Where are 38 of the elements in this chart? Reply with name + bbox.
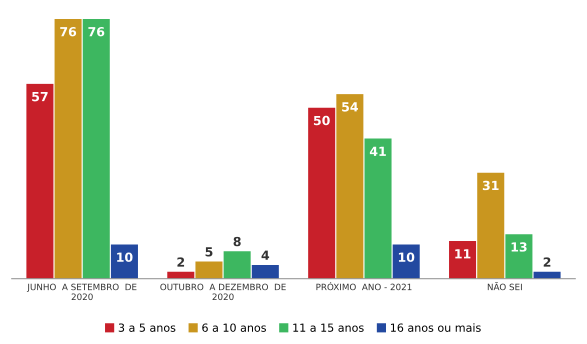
legend-label: 16 anos ou mais <box>390 323 481 332</box>
bar <box>195 262 222 279</box>
bar <box>336 94 364 279</box>
legend-label: 3 a 5 anos <box>118 323 176 332</box>
bar <box>477 172 504 279</box>
data-label: 10 <box>398 252 414 262</box>
bar <box>505 234 532 279</box>
bar <box>224 251 251 279</box>
bar <box>392 244 420 279</box>
data-label: 31 <box>482 180 499 190</box>
data-label: 76 <box>60 26 76 36</box>
bar <box>26 84 54 279</box>
legend-label: 6 a 10 anos <box>202 323 266 332</box>
data-label: 11 <box>455 249 470 258</box>
x-tick-label: JUNHO A SETEMBRO DE 2020 <box>26 284 136 300</box>
bar <box>364 138 392 279</box>
data-label: 76 <box>88 26 104 36</box>
x-tick-label: PRÓXIMO ANO - 2021 <box>316 282 412 290</box>
bar <box>110 244 138 279</box>
data-label: 5 <box>206 247 212 257</box>
data-label: 13 <box>512 242 527 252</box>
bar <box>308 108 336 279</box>
bar <box>82 18 110 279</box>
bar <box>252 264 279 279</box>
x-tick-label: NÃO SEI <box>488 282 522 290</box>
legend-label: 11 a 15 anos <box>293 324 364 332</box>
x-tick-label: OUTUBRO A DEZEMBRO DE 2020 <box>160 284 286 300</box>
data-label: 41 <box>370 146 386 156</box>
data-label: 4 <box>262 250 270 260</box>
data-label: 8 <box>234 236 241 246</box>
data-label: 57 <box>32 92 48 102</box>
bar <box>449 241 476 279</box>
data-label: 50 <box>314 116 330 126</box>
bar <box>54 18 82 279</box>
data-label: 2 <box>177 257 184 267</box>
data-label: 2 <box>544 257 550 267</box>
data-label: 54 <box>342 102 358 112</box>
data-label: 10 <box>117 252 133 262</box>
